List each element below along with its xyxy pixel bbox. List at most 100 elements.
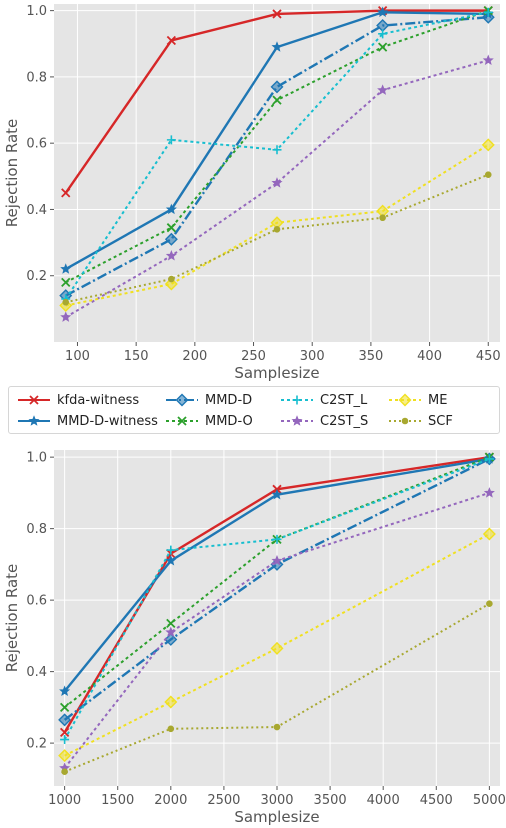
legend-marker-c2st-s (291, 415, 303, 426)
top-point-c2st-l (378, 29, 388, 39)
top-point-mmd-d (164, 232, 178, 246)
bottom-tick-label-x: 2000 (154, 793, 187, 808)
bottom-point-c2st-s (483, 487, 495, 498)
legend-marker-scf (401, 417, 409, 425)
bottom-point-me (164, 695, 178, 709)
top-line-c2st-l (64, 11, 489, 300)
bottom-point-c2st-l (272, 534, 282, 544)
bottom-line-c2st-l (63, 458, 490, 741)
top-point-c2st-s (482, 54, 494, 66)
top-series-mmd-o (61, 5, 493, 287)
top-point-scf (168, 275, 175, 283)
bottom-point-mmd-o (59, 702, 70, 712)
bottom-tick-label-y: 0.4 (26, 665, 47, 680)
top-y-axis-label: Rejection Rate (3, 119, 21, 228)
top-point-mmd-o (61, 277, 71, 287)
legend-marker-c2st-l (292, 395, 302, 405)
legend-marker-mmd-d-witness (28, 415, 40, 426)
legend-label-me: ME (428, 392, 448, 408)
bottom-tick-label-y: 0.2 (26, 737, 47, 752)
legend-entry-kfda-witness: kfda-witness (17, 390, 139, 410)
top-point-kfda-witness (272, 9, 282, 19)
top-point-mmd-d (270, 80, 284, 94)
top-point-scf (62, 298, 70, 306)
chart-top: 100 150 200 250 300 350 400 450 0.2 0.4 0.6 0.8 1.0 S… (3, 4, 501, 382)
top-plot-area (54, 4, 500, 342)
top-point-mmd-d-witness (377, 6, 389, 17)
bottom-point-mmd-d-witness (271, 488, 283, 500)
top-tick-label-x: 300 (300, 349, 325, 364)
legend-label-c2st-l: C2ST_L (320, 392, 368, 408)
top-point-me (481, 138, 495, 152)
bottom-point-mmd-d (164, 632, 178, 646)
bottom-point-scf (486, 600, 493, 608)
bottom-point-mmd-d-witness (165, 555, 177, 566)
legend-label-c2st-s: C2ST_S (320, 413, 369, 429)
bottom-tick-label-x: 3000 (260, 793, 293, 808)
top-point-c2st-s (271, 177, 283, 188)
bottom-point-c2st-l (484, 454, 494, 464)
legend-swatch-c2st-s (281, 415, 313, 426)
top-line-mmd-d (65, 16, 489, 297)
top-point-c2st-s (165, 250, 177, 261)
bottom-line-mmd-d-witness (63, 457, 490, 693)
top-point-mmd-d-witness (271, 41, 283, 52)
legend-swatch-mmd-o (166, 416, 198, 426)
top-line-c2st-s (65, 59, 489, 319)
top-series-mmd-d-witness (60, 6, 494, 274)
legend-marker-mmd-d (175, 393, 189, 407)
legend-swatch-scf (389, 417, 421, 425)
legend-marker-mmd-o (177, 416, 187, 426)
legend-entry-mmd-d-witness: MMD-D-witness (17, 411, 158, 431)
top-point-mmd-o (272, 95, 282, 105)
top-tick-label-x: 100 (65, 349, 90, 364)
bottom-point-c2st-l (60, 735, 70, 745)
bottom-series-scf (61, 600, 493, 776)
legend: kfda-witness MMD-D-witness MMD-D MMD-O C2ST_… (8, 386, 500, 434)
bottom-point-scf (273, 723, 281, 731)
top-tick-label-y: 0.6 (26, 137, 47, 152)
bottom-point-c2st-l (166, 545, 176, 555)
legend-swatch-mmd-d-witness (18, 415, 50, 426)
bottom-point-mmd-o (166, 618, 176, 628)
bottom-tick-label-x: 4000 (367, 793, 400, 808)
bottom-tick-label-y: 1.0 (26, 451, 47, 466)
legend-swatch-kfda-witness (18, 395, 50, 405)
top-tick-label-y: 0.8 (26, 70, 47, 85)
top-series-scf (62, 171, 492, 306)
bottom-point-me (270, 641, 284, 655)
top-point-c2st-l (272, 145, 282, 155)
top-point-mmd-o (166, 223, 177, 233)
top-point-c2st-s (377, 84, 389, 95)
bottom-tick-label-x: 5000 (473, 793, 506, 808)
top-point-kfda-witness (61, 188, 71, 198)
top-point-kfda-witness (166, 35, 177, 46)
bottom-point-kfda-witness (59, 727, 70, 738)
top-point-scf (379, 214, 386, 222)
top-tick-label-x: 200 (182, 349, 207, 364)
bottom-tick-label-x: 1000 (48, 793, 81, 808)
top-point-me (164, 277, 178, 291)
bottom-point-me (482, 527, 496, 541)
top-point-c2st-l (483, 7, 493, 17)
top-x-axis-label: Samplesize (234, 364, 319, 382)
top-point-scf (484, 171, 492, 178)
legend-label-kfda-witness: kfda-witness (57, 392, 140, 408)
chart-bottom: 1000 1500 2000 2500 3000 3500 4000 4500 5000 0.2 0… (3, 450, 506, 826)
top-point-mmd-o (377, 42, 388, 52)
top-tick-label-x: 400 (417, 349, 442, 364)
legend-entry-mmd-d: MMD-D (165, 390, 252, 410)
bottom-point-scf (61, 768, 68, 776)
top-tick-label-y: 0.4 (26, 203, 47, 218)
bottom-y-axis-label: Rejection Rate (3, 564, 21, 673)
bottom-tick-label-x: 3500 (314, 793, 347, 808)
legend-marker-kfda-witness (29, 395, 39, 405)
top-tick-label-x: 350 (358, 349, 383, 364)
top-point-mmd-d-witness (165, 203, 177, 215)
legend-label-scf: SCF (428, 413, 453, 429)
bottom-point-mmd-d-witness (59, 685, 71, 696)
legend-swatch-mmd-d (166, 393, 198, 407)
bottom-series-c2st-l (60, 454, 494, 745)
bottom-point-c2st-s (271, 555, 283, 566)
top-point-mmd-d-witness (60, 263, 72, 274)
